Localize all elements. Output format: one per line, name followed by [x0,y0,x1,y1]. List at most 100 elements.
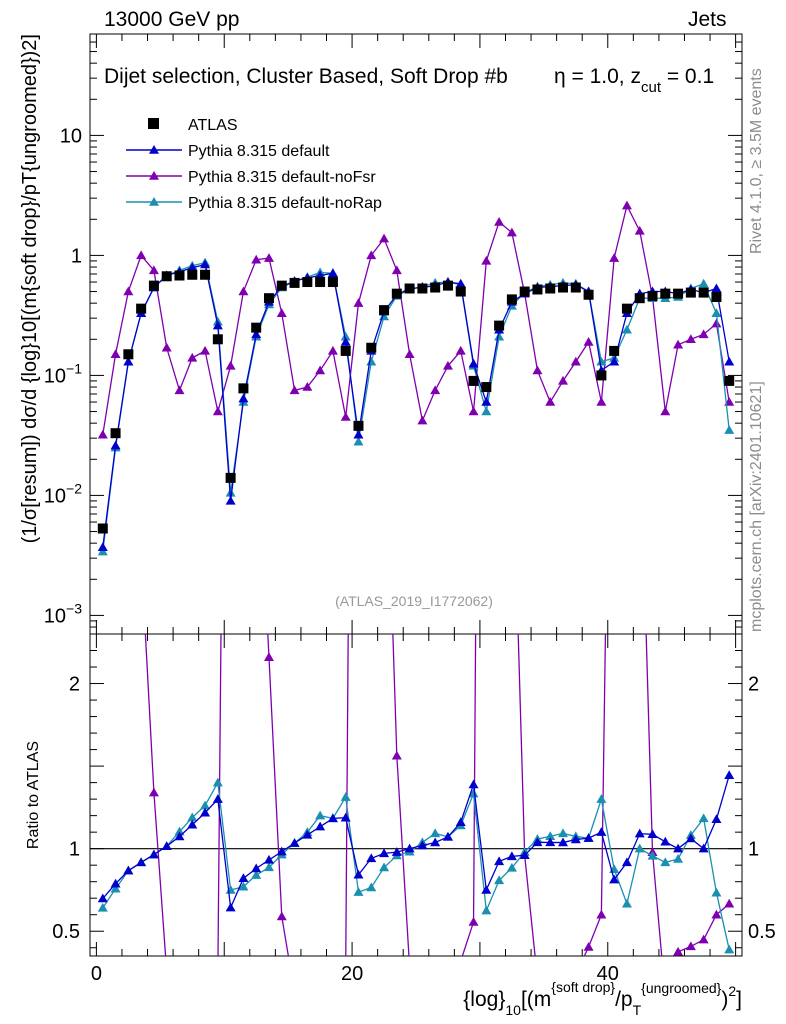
ratio-point-pythia-8-315-default-nofsr [443,973,453,982]
point-pythia-8-315-default [123,356,134,366]
point-pythia-8-315-default-nofsr [455,345,466,355]
legend-marker-atlas [148,118,159,129]
data-point-atlas [174,270,185,281]
ratio-point-pythia-8-315-default-norap [506,862,517,872]
data-point-atlas [570,282,581,293]
data-point-atlas [660,288,671,299]
point-pythia-8-315-default-nofsr [698,329,709,339]
point-pythia-8-315-default-nofsr [660,406,671,416]
point-pythia-8-315-default-norap [97,546,108,556]
ratio-point-pythia-8-315-default-nofsr [417,996,427,1005]
ratio-point-pythia-8-315-default-norap [673,853,684,863]
ratio-point-pythia-8-315-default-nofsr [290,988,300,997]
point-pythia-8-315-default-nofsr [391,265,402,275]
point-pythia-8-315-default-nofsr [97,429,108,439]
ratio-point-pythia-8-315-default-nofsr [430,986,440,995]
ratio-point-pythia-8-315-default [634,828,645,838]
ratio-point-pythia-8-315-default-norap [545,831,556,840]
ratio-point-pythia-8-315-default [174,831,185,841]
ratio-point-pythia-8-315-default-nofsr [136,550,146,559]
point-pythia-8-315-default-nofsr [506,227,517,237]
ratio-point-pythia-8-315-default-norap [558,828,569,838]
data-point-atlas [647,290,658,301]
data-point-atlas [289,277,300,288]
x-axis-label: {log}10[(m{soft drop}/pT{ungroomed})2] [463,979,742,1018]
ratio-point-pythia-8-315-default-norap [660,857,671,867]
data-point-atlas [315,277,326,288]
data-point-atlas [634,293,645,304]
point-pythia-8-315-default-nofsr [148,265,159,275]
ratio-point-pythia-8-315-default [225,902,236,912]
data-point-atlas [200,269,211,280]
ratio-point-pythia-8-315-default [391,847,402,856]
ratio-point-pythia-8-315-default-nofsr [162,967,172,976]
point-pythia-8-315-default-nofsr [711,318,722,328]
point-pythia-8-315-default-nofsr [200,345,211,355]
point-pythia-8-315-default-nofsr [558,375,569,385]
ratio-point-pythia-8-315-default-norap [711,887,722,897]
point-pythia-8-315-default-nofsr [634,225,645,235]
header-energy-label: 13000 GeV pp [104,8,240,31]
ratio-point-pythia-8-315-default [532,837,543,847]
ratio-point-pythia-8-315-default [468,779,479,789]
data-point-atlas [276,280,287,291]
ratio-point-pythia-8-315-default-norap [238,881,249,891]
ratio-y-tick-label: 2 [69,674,80,696]
ratio-point-pythia-8-315-default-nofsr [583,942,594,951]
point-pythia-8-315-default-nofsr [673,339,684,349]
ratio-line-pythia-8-315-default [102,775,730,911]
point-pythia-8-315-default-nofsr [481,255,492,265]
data-point-atlas [685,287,696,298]
data-point-atlas [238,383,249,394]
data-point-atlas [621,303,632,314]
point-pythia-8-315-default-nofsr [238,286,249,296]
series-line-pythia-8-315-default [102,263,730,548]
ratio-point-pythia-8-315-default-norap [200,800,211,810]
ratio-point-pythia-8-315-default [519,850,530,860]
point-pythia-8-315-default-nofsr [494,216,505,226]
ratio-point-pythia-8-315-default [353,869,364,879]
point-pythia-8-315-default-nofsr [251,254,262,264]
ratio-point-pythia-8-315-default-nofsr [673,946,684,956]
point-pythia-8-315-default-nofsr [417,415,428,425]
ratio-point-pythia-8-315-default [698,843,709,853]
point-pythia-8-315-default-nofsr [379,233,390,243]
ratio-point-pythia-8-315-default [327,813,338,823]
data-point-atlas [558,282,569,293]
ratio-point-pythia-8-315-default-nofsr [405,962,415,971]
ratio-point-pythia-8-315-default [251,863,262,873]
ratio-point-pythia-8-315-default-norap [621,898,632,908]
point-pythia-8-315-default [212,320,223,330]
data-point-atlas [123,349,134,360]
point-pythia-8-315-default [110,440,121,450]
ratio-point-pythia-8-315-default [545,837,556,847]
data-point-atlas [609,345,620,356]
data-point-atlas [263,293,274,304]
point-pythia-8-315-default-nofsr [570,356,581,366]
data-point-atlas [187,269,198,280]
ratio-point-pythia-8-315-default [123,865,134,875]
data-point-atlas [212,334,223,345]
ratio-point-pythia-8-315-default-norap [430,828,441,838]
ratio-point-pythia-8-315-default-nofsr [366,37,376,46]
data-point-atlas [251,322,262,333]
data-point-atlas [724,375,735,386]
point-pythia-8-315-default-nofsr [353,298,364,307]
ratio-point-pythia-8-315-default-nofsr [315,979,325,988]
mcplots-label: mcplots.cern.ch [arXiv:2401.10621] [748,381,765,632]
point-pythia-8-315-default-nofsr [187,352,198,362]
data-point-atlas [161,271,172,282]
ratio-point-pythia-8-315-default [647,829,658,839]
ratio-point-pythia-8-315-default-norap [647,850,658,860]
data-point-atlas [404,283,415,294]
ratio-point-pythia-8-315-default-norap [724,944,735,954]
data-point-atlas [340,345,351,356]
legend-marker-pythia-8-315-default-norap [149,197,159,206]
ratio-point-pythia-8-315-default [417,840,428,850]
point-pythia-8-315-default-nofsr [340,412,351,421]
data-point-atlas [711,292,722,303]
point-pythia-8-315-default-norap [596,356,607,366]
ratio-point-pythia-8-315-default-norap [315,810,326,820]
ratio-point-pythia-8-315-default [289,838,300,847]
point-pythia-8-315-default [455,278,466,288]
